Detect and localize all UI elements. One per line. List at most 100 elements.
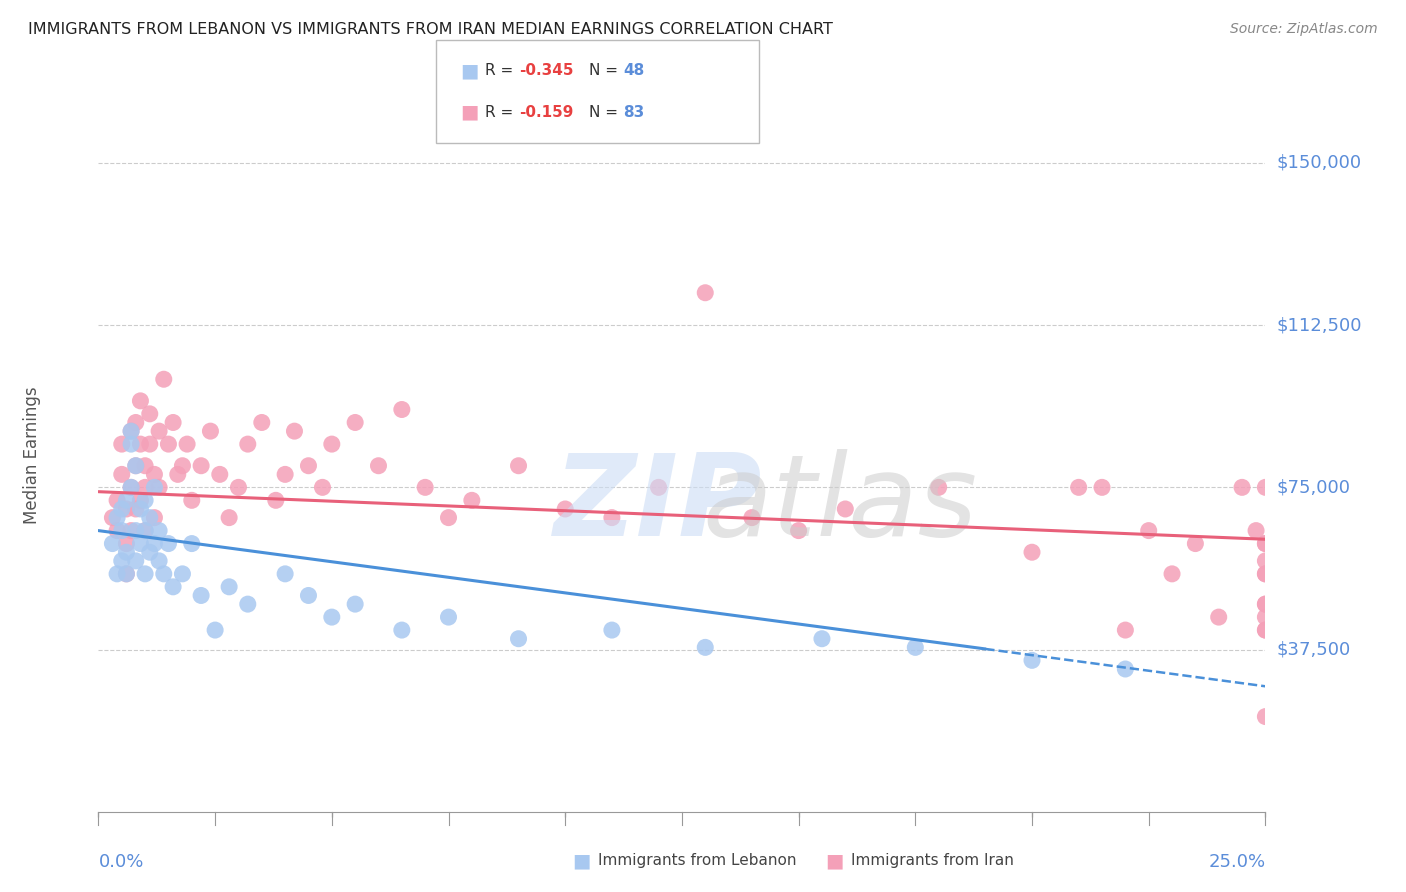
Point [115, 502, 138, 516]
Point [1254, 597, 1277, 611]
Point [115, 545, 138, 559]
Point [1254, 536, 1277, 550]
Text: N =: N = [589, 63, 623, 78]
Text: Source: ZipAtlas.com: Source: ZipAtlas.com [1230, 22, 1378, 37]
Point [236, 437, 259, 451]
Point [111, 554, 134, 568]
Point [129, 393, 152, 408]
Point [111, 437, 134, 451]
Point [600, 623, 623, 637]
Text: IMMIGRANTS FROM LEBANON VS IMMIGRANTS FROM IRAN MEDIAN EARNINGS CORRELATION CHAR: IMMIGRANTS FROM LEBANON VS IMMIGRANTS FR… [28, 22, 832, 37]
Point [125, 554, 148, 568]
Point [647, 480, 669, 494]
Point [1161, 566, 1184, 581]
Point [787, 524, 810, 538]
Text: R =: R = [485, 104, 519, 120]
Point [134, 493, 156, 508]
Point [148, 424, 170, 438]
Point [115, 566, 138, 581]
Point [228, 480, 250, 494]
Point [180, 536, 202, 550]
Point [115, 566, 138, 581]
Text: $75,000: $75,000 [1277, 478, 1351, 496]
Point [508, 458, 530, 473]
Point [264, 493, 287, 508]
Point [204, 623, 226, 637]
Point [1114, 623, 1136, 637]
Point [129, 437, 152, 451]
Point [111, 467, 134, 482]
Text: ■: ■ [825, 851, 844, 871]
Point [148, 480, 170, 494]
Point [139, 545, 162, 559]
Text: R =: R = [485, 63, 519, 78]
Point [1067, 480, 1090, 494]
Point [695, 285, 717, 300]
Point [218, 510, 240, 524]
Point [162, 416, 184, 430]
Point [139, 510, 162, 524]
Point [311, 480, 333, 494]
Point [1254, 623, 1277, 637]
Point [554, 502, 576, 516]
Point [105, 524, 128, 538]
Point [129, 536, 152, 550]
Point [1230, 480, 1253, 494]
Text: $37,500: $37,500 [1277, 640, 1351, 658]
Point [600, 510, 623, 524]
Point [834, 502, 856, 516]
Text: -0.159: -0.159 [519, 104, 574, 120]
Point [134, 480, 156, 494]
Point [190, 458, 212, 473]
Point [321, 610, 343, 624]
Text: $150,000: $150,000 [1277, 154, 1361, 172]
Text: ■: ■ [460, 62, 478, 80]
Point [413, 480, 436, 494]
Point [120, 424, 142, 438]
Point [120, 524, 142, 538]
Point [157, 437, 180, 451]
Point [120, 480, 142, 494]
Point [115, 536, 138, 550]
Point [105, 566, 128, 581]
Point [125, 458, 148, 473]
Point [1254, 709, 1277, 723]
Point [1184, 536, 1206, 550]
Text: atlas: atlas [702, 450, 977, 560]
Point [1254, 536, 1277, 550]
Point [129, 493, 152, 508]
Point [180, 493, 202, 508]
Point [297, 589, 319, 603]
Text: Median Earnings: Median Earnings [22, 386, 41, 524]
Point [391, 402, 413, 417]
Text: 83: 83 [623, 104, 644, 120]
Point [148, 524, 170, 538]
Point [125, 502, 148, 516]
Point [105, 510, 128, 524]
Point [508, 632, 530, 646]
Point [437, 610, 460, 624]
Point [1244, 524, 1267, 538]
Point [461, 493, 484, 508]
Point [1254, 566, 1277, 581]
Point [139, 437, 162, 451]
Text: 0.0%: 0.0% [98, 854, 143, 871]
Point [143, 480, 166, 494]
Point [148, 554, 170, 568]
Point [1254, 597, 1277, 611]
Point [143, 510, 166, 524]
Point [1254, 610, 1277, 624]
Text: -0.345: -0.345 [519, 63, 574, 78]
Point [1021, 545, 1043, 559]
Point [250, 416, 273, 430]
Point [157, 536, 180, 550]
Point [811, 632, 834, 646]
Point [1114, 662, 1136, 676]
Point [134, 524, 156, 538]
Point [172, 566, 194, 581]
Point [125, 524, 148, 538]
Point [283, 424, 305, 438]
Point [134, 566, 156, 581]
Point [208, 467, 231, 482]
Point [1137, 524, 1160, 538]
